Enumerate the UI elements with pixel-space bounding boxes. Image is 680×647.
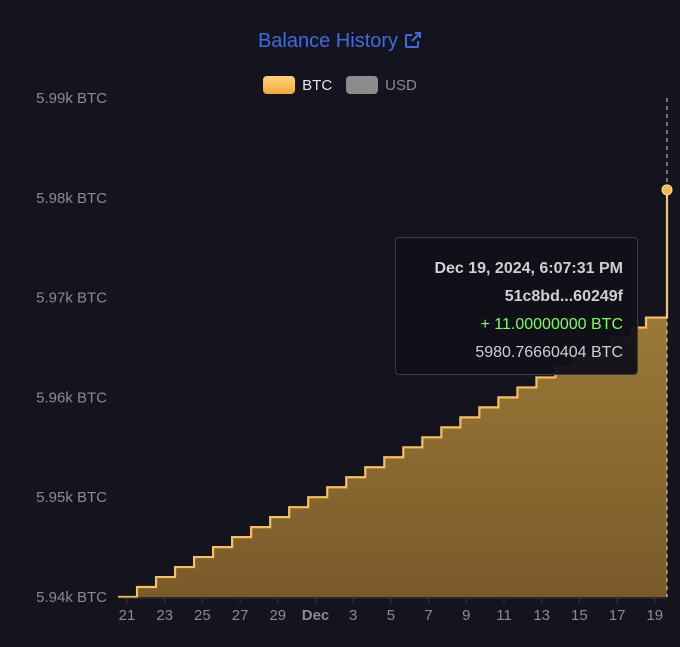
x-tick-label: 29 <box>269 607 286 624</box>
y-tick-label: 5.99k BTC <box>36 90 107 107</box>
series-area-btc <box>118 189 667 598</box>
y-tick-label: 5.94k BTC <box>36 589 107 606</box>
legend-label-usd: USD <box>385 76 417 94</box>
x-tick-label: 25 <box>194 607 211 624</box>
chart-title[interactable]: Balance History <box>0 30 680 55</box>
external-link-icon[interactable] <box>404 31 422 55</box>
legend-item-btc[interactable]: BTC <box>263 76 332 94</box>
tooltip-delta: + 11.00000000 BTC <box>480 316 623 333</box>
x-tick-label: 21 <box>119 607 136 624</box>
x-tick-label: 5 <box>387 607 395 624</box>
legend-swatch-usd <box>346 76 379 94</box>
x-tick-label: 3 <box>349 607 357 624</box>
tooltip-tx-id: 51c8bd...60249f <box>504 288 623 305</box>
y-tick-label: 5.95k BTC <box>36 489 107 506</box>
x-tick-label: 15 <box>571 607 588 624</box>
x-tick-label: Dec <box>302 607 330 624</box>
tooltip-datetime: Dec 19, 2024, 6:07:31 PM <box>434 260 623 277</box>
x-tick-label: 19 <box>646 607 663 624</box>
chart-title-text[interactable]: Balance History <box>257 30 399 52</box>
tooltip-balance: 5980.76660404 BTC <box>475 344 623 361</box>
y-tick-label: 5.97k BTC <box>36 290 107 307</box>
chart-legend: BTC USD <box>0 76 680 94</box>
x-tick-label: 17 <box>609 607 626 624</box>
legend-label-btc: BTC <box>302 76 333 94</box>
x-tick-label: 13 <box>533 607 550 624</box>
y-tick-label: 5.98k BTC <box>36 190 107 207</box>
chart-tooltip: Dec 19, 2024, 6:07:31 PM 51c8bd...60249f… <box>395 237 638 375</box>
x-tick-label: 9 <box>462 607 470 624</box>
x-tick-label: 27 <box>232 607 249 624</box>
legend-swatch-btc <box>263 76 296 94</box>
legend-item-usd[interactable]: USD <box>346 76 417 94</box>
x-tick-label: 7 <box>424 607 432 624</box>
highlight-point[interactable] <box>661 184 673 196</box>
y-tick-label: 5.96k BTC <box>36 389 107 406</box>
x-tick-label: 11 <box>496 607 512 624</box>
x-tick-label: 23 <box>156 607 173 624</box>
